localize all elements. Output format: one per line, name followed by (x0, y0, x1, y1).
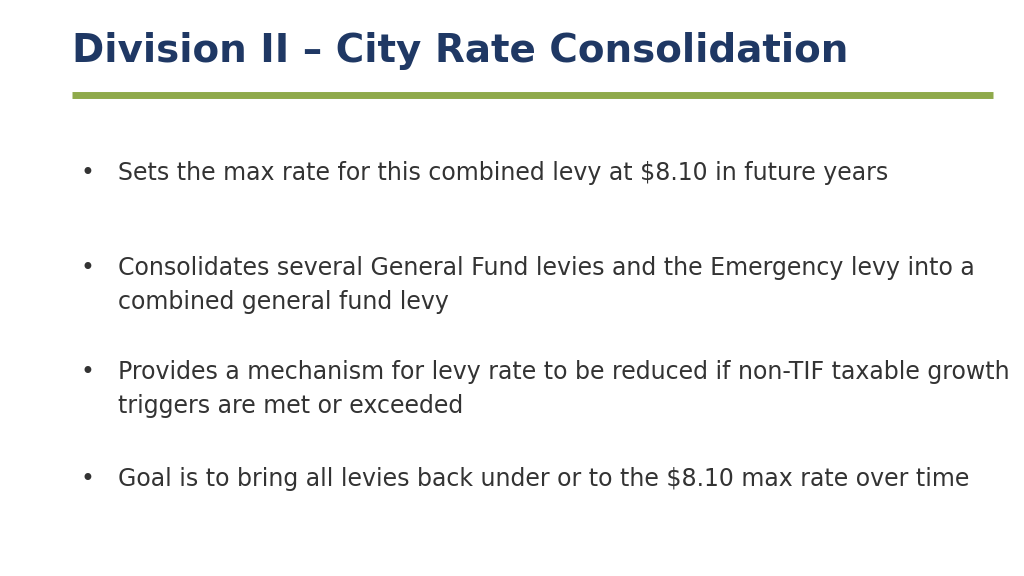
Text: •: • (80, 161, 94, 185)
Text: Goal is to bring all levies back under or to the $8.10 max rate over time: Goal is to bring all levies back under o… (118, 467, 969, 491)
Text: Consolidates several General Fund levies and the Emergency levy into a
combined : Consolidates several General Fund levies… (118, 256, 975, 314)
Text: •: • (80, 467, 94, 491)
Text: •: • (80, 360, 94, 384)
Text: •: • (80, 256, 94, 281)
Text: Division II – City Rate Consolidation: Division II – City Rate Consolidation (72, 32, 848, 70)
Text: Provides a mechanism for levy rate to be reduced if non-TIF taxable growth
trigg: Provides a mechanism for levy rate to be… (118, 360, 1010, 418)
Text: Sets the max rate for this combined levy at $8.10 in future years: Sets the max rate for this combined levy… (118, 161, 888, 185)
